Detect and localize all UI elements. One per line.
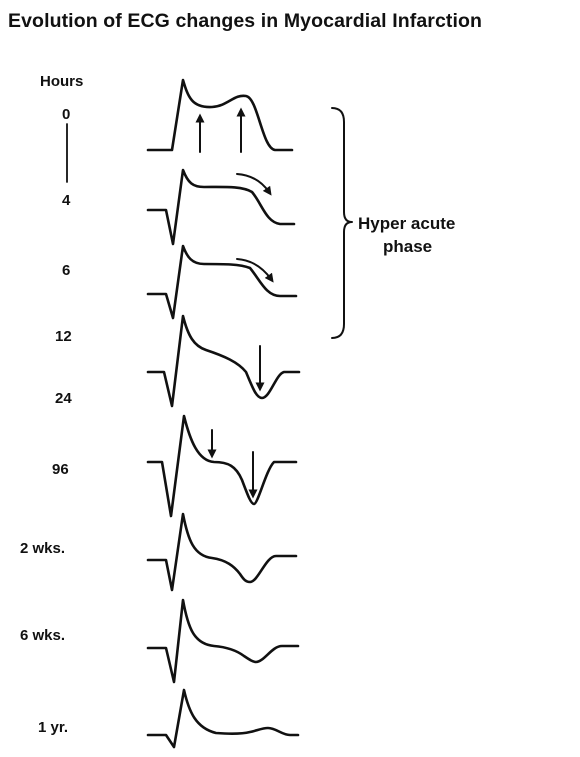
stage-label-2wks: 2 wks. [20,540,66,557]
hours-header: Hours [40,73,84,90]
ecg-trace-2wks [146,512,298,592]
stage-label-4h: 4 [62,192,71,209]
diagram-title: Evolution of ECG changes in Myocardial I… [8,10,483,32]
curved-arrow-icon [236,173,272,196]
ecg-trace-6h [146,244,298,320]
stage-label-24h: 24 [55,390,72,407]
ecg-trace-1yr [146,688,300,749]
stage-label-96h: 96 [52,461,69,478]
stage-label-0h: 0 [62,106,71,123]
phase-line-1: Hyper acute [358,214,456,233]
ecg-trace-0h [146,78,294,152]
curved-arrow-icon [236,258,274,283]
stage-label-1yr: 1 yr. [38,719,69,736]
ecg-trace-24h [146,314,301,408]
stage-label-12h: 12 [55,328,72,345]
phase-line-2: phase [383,237,433,256]
ecg-trace-6wks [146,598,300,684]
phase-brace [331,107,353,339]
hyperacute-phase-label: Hyper acute phase [358,212,455,258]
stage-label-6wks: 6 wks. [20,627,66,644]
ecg-trace-96h [146,414,298,518]
stage-label-6h: 6 [62,262,71,279]
ecg-trace-4h [146,168,296,246]
